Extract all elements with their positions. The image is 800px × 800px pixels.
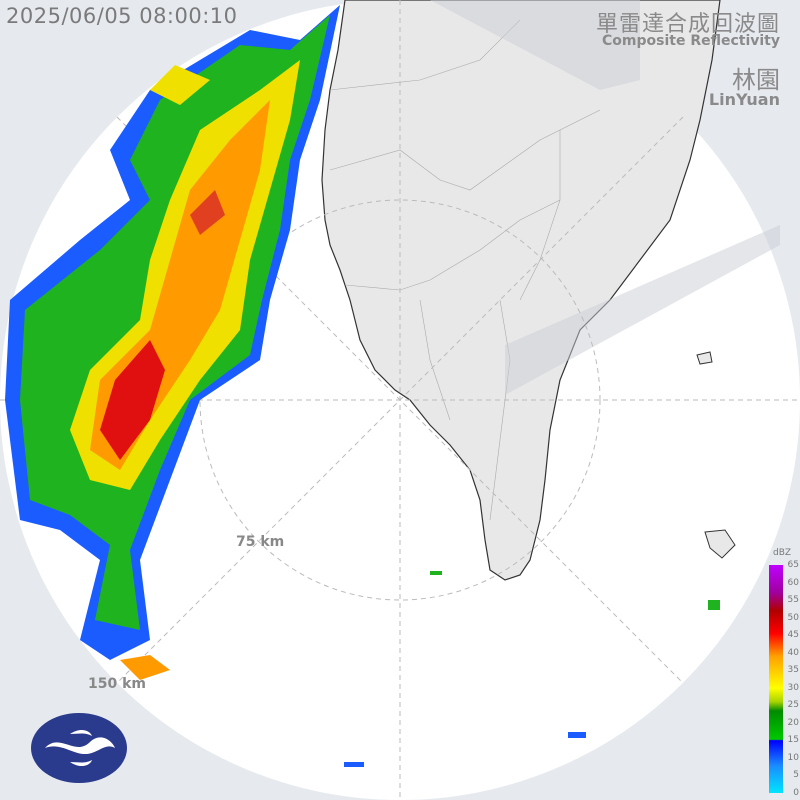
range-ring-75km <box>199 199 601 601</box>
azimuth-line-ne-sw <box>116 116 684 684</box>
legend-unit: dBZ <box>773 548 792 558</box>
blocked-sector-north <box>430 0 640 90</box>
echo-small-3 <box>568 732 586 738</box>
land-taiwan <box>321 0 721 581</box>
echo-small-4 <box>344 762 364 767</box>
legend-tick: 25 <box>787 700 799 710</box>
legend-tick: 5 <box>793 770 799 780</box>
product-title-zh: 單雷達合成回波圖 <box>595 12 780 37</box>
timestamp: 2025/06/05 08:00:10 <box>6 4 238 28</box>
blocked-sector-east <box>505 225 780 395</box>
county-borders <box>329 19 601 521</box>
legend-tick: 10 <box>787 752 799 763</box>
legend-tick: 35 <box>787 665 799 675</box>
legend-tick: 30 <box>787 682 799 693</box>
echo-small-sw <box>120 655 170 680</box>
legend-tick: 50 <box>787 612 799 623</box>
echo-area-yellow-north <box>150 65 210 105</box>
island-lyudao <box>696 351 713 365</box>
radar-echoes <box>5 5 720 767</box>
legend-tick: 40 <box>787 647 799 658</box>
color-legend: dBZ 65 60 55 50 45 40 35 30 25 20 15 10 5 0 <box>765 548 800 800</box>
station-name-zh: 林園 <box>732 66 780 94</box>
range-label-75km: 75 km <box>236 534 285 550</box>
echo-area-red-2 <box>190 190 225 235</box>
legend-tick: 20 <box>787 717 799 728</box>
legend-tick: 60 <box>787 577 799 588</box>
station-name-en: LinYuan <box>708 90 780 109</box>
cwa-logo-icon <box>31 713 127 783</box>
echo-small-2 <box>708 600 720 610</box>
range-label-150km: 150 km <box>88 676 146 692</box>
echo-small-1 <box>430 571 442 575</box>
island-lanyu <box>704 529 736 559</box>
legend-tick: 15 <box>787 735 799 745</box>
legend-tick: 0 <box>793 787 799 798</box>
echo-area-red <box>100 340 165 460</box>
legend-tick: 65 <box>787 560 799 570</box>
product-title-en: Composite Reflectivity <box>602 33 780 49</box>
legend-tick: 55 <box>787 595 799 605</box>
legend-color-bar <box>769 565 783 793</box>
legend-tick: 45 <box>787 630 799 640</box>
